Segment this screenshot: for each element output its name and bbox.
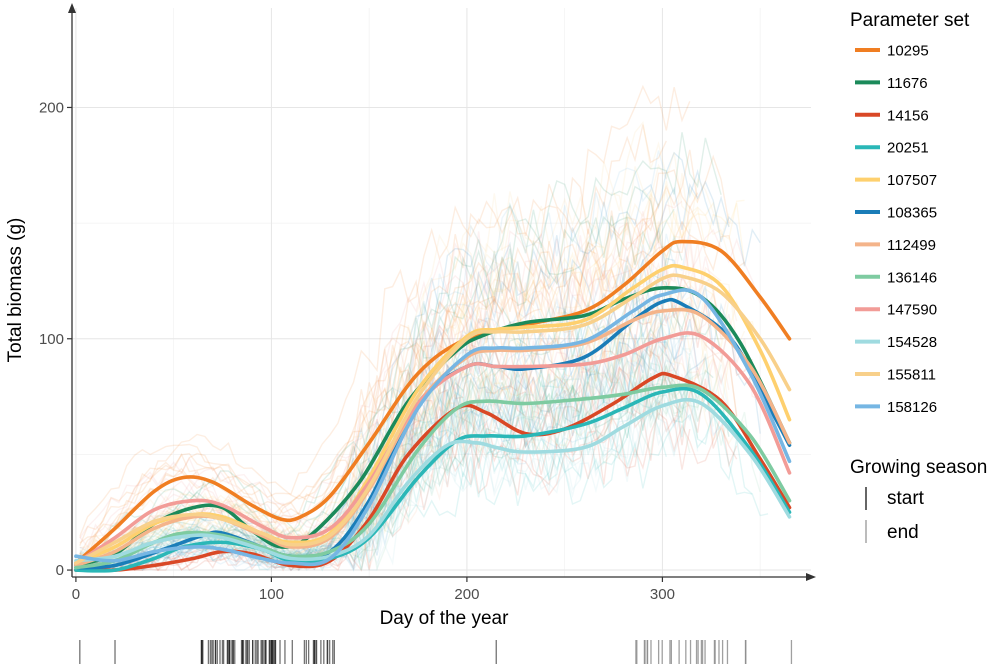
legend-label-20251: 20251 — [887, 140, 929, 157]
simulation-trace — [79, 316, 730, 560]
series-line-11676 — [74, 286, 792, 568]
x-tick-label: 200 — [454, 586, 479, 603]
series-line-158126 — [74, 288, 792, 567]
growing-season-end-label: end — [887, 522, 919, 543]
simulation-trace — [79, 120, 667, 549]
series-line-10295 — [74, 239, 792, 565]
simulation-trace — [79, 294, 753, 571]
simulation-trace — [79, 404, 667, 571]
simulation-trace — [79, 328, 691, 571]
simulation-trace — [79, 197, 706, 546]
legend-label-107507: 107507 — [887, 172, 937, 189]
legend-label-136146: 136146 — [887, 269, 937, 286]
simulation-trace — [79, 124, 667, 564]
simulation-trace — [79, 283, 667, 571]
simulation-trace — [79, 84, 691, 537]
x-tick-label: 300 — [650, 586, 675, 603]
growing-season-rug — [79, 640, 793, 664]
series-line-154528 — [74, 397, 792, 563]
series-line-155811 — [74, 273, 792, 565]
simulation-trace — [79, 202, 746, 570]
x-tick-label: 100 — [259, 586, 284, 603]
simulation-trace — [79, 150, 667, 569]
simulation-trace — [79, 412, 738, 572]
legend-label-154528: 154528 — [887, 334, 937, 351]
simulation-trace — [79, 287, 714, 549]
axis-ticks: 0 100 200 300 0 100 200 — [39, 99, 675, 603]
simulation-trace — [79, 132, 722, 562]
simulation-trace — [79, 323, 699, 568]
y-axis-arrow — [68, 3, 76, 13]
legend-label-108365: 108365 — [887, 205, 937, 222]
simulation-trace — [79, 304, 691, 572]
series-line-136146 — [74, 383, 792, 570]
simulation-trace — [79, 200, 683, 550]
simulation-trace — [79, 149, 730, 560]
simulation-trace — [79, 401, 691, 572]
legend-label-11676: 11676 — [887, 75, 928, 92]
legend-entries: 10295 11676 14156 20251 107507 108365 112499 13… — [855, 43, 937, 416]
growing-season-title: Growing season — [850, 457, 987, 478]
simulation-trace — [79, 203, 660, 555]
x-axis-title: Day of the year — [380, 608, 510, 629]
legend-label-10295: 10295 — [887, 43, 929, 60]
growing-season-start-label: start — [887, 488, 925, 509]
simulation-trace — [79, 173, 730, 568]
series-lines — [74, 239, 792, 573]
simulation-trace — [79, 278, 761, 571]
simulation-trace — [79, 185, 675, 571]
legend: Parameter set 10295 11676 14156 20251 107507… — [850, 10, 987, 543]
y-axis-title: Total biomass (g) — [5, 218, 26, 363]
simulation-trace — [79, 152, 730, 551]
legend-label-147590: 147590 — [887, 302, 937, 319]
axes — [68, 3, 816, 581]
simulation-trace — [79, 169, 699, 544]
simulation-trace — [79, 215, 683, 563]
gridlines — [72, 8, 811, 577]
legend-label-112499: 112499 — [887, 237, 936, 254]
y-tick-label: 100 — [39, 331, 64, 348]
legend-label-158126: 158126 — [887, 399, 937, 416]
simulation-trace — [79, 217, 761, 539]
series-line-147590 — [74, 331, 792, 565]
x-tick-label: 0 — [72, 586, 80, 603]
legend-label-14156: 14156 — [887, 107, 929, 124]
series-line-14156 — [74, 371, 792, 573]
y-tick-label: 0 — [56, 562, 64, 579]
y-tick-label: 200 — [39, 99, 64, 116]
legend-title: Parameter set — [850, 10, 970, 31]
legend-label-155811: 155811 — [887, 367, 936, 384]
simulation-trace — [79, 151, 730, 569]
x-axis-arrow — [806, 573, 816, 581]
